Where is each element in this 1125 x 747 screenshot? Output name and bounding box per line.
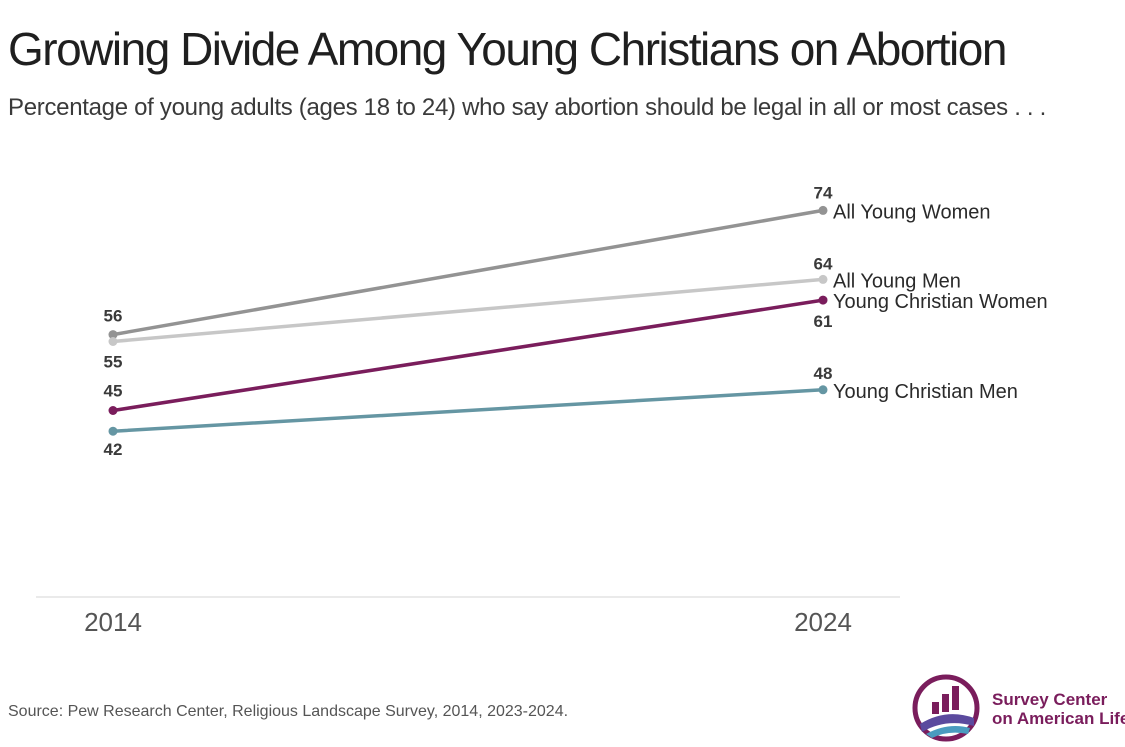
series-label: Young Christian Women [833, 291, 1048, 313]
series-label: Young Christian Men [833, 381, 1018, 403]
data-label: 42 [104, 440, 123, 459]
logo-mark-icon [912, 674, 980, 742]
logo-line-1: Survey Center [992, 690, 1108, 709]
series-line [111, 388, 825, 433]
data-point [108, 337, 118, 346]
series-line [111, 298, 825, 413]
data-label: 64 [814, 254, 833, 273]
data-label: 55 [104, 353, 123, 372]
data-point [818, 205, 828, 215]
series-label: All Young Men [833, 270, 961, 292]
data-point [108, 406, 118, 415]
data-label: 61 [814, 312, 833, 331]
x-tick-label-2014: 2014 [84, 607, 142, 637]
chart-subtitle: Percentage of young adults (ages 18 to 2… [8, 94, 1047, 121]
data-point [818, 274, 828, 284]
chart-title: Growing Divide Among Young Christians on… [8, 23, 1007, 75]
logo-line-2: on American Life [992, 709, 1125, 728]
data-point [108, 330, 118, 340]
source-note: Source: Pew Research Center, Religious L… [8, 703, 569, 720]
data-label: 48 [814, 364, 833, 383]
data-point [818, 385, 828, 395]
data-label: 56 [104, 307, 123, 326]
data-label: 74 [814, 183, 833, 202]
survey-center-logo: Survey Center on American Life [910, 672, 1125, 744]
series-line [111, 277, 825, 344]
data-point [108, 426, 118, 436]
series-label: All Young Women [833, 201, 991, 223]
series-line [111, 208, 825, 337]
data-point [818, 295, 828, 305]
logo-wordmark: Survey Center on American Life [992, 690, 1125, 728]
data-label: 45 [104, 382, 123, 401]
x-tick-label-2024: 2024 [794, 607, 852, 637]
